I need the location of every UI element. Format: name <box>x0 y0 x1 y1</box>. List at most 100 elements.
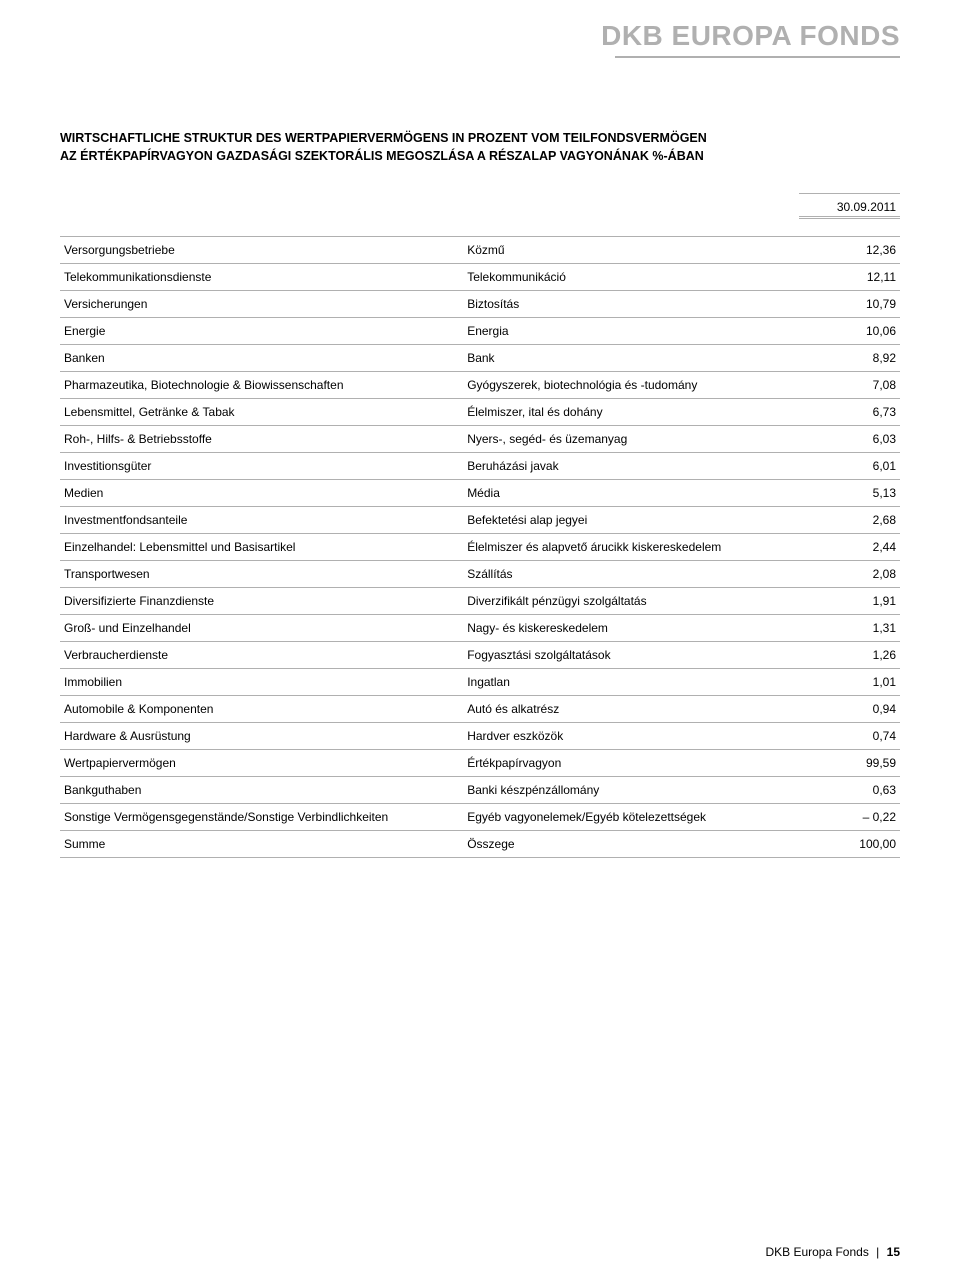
cell-hu: Bank <box>463 345 799 372</box>
table-row: MedienMédia5,13 <box>60 480 900 507</box>
cell-hu: Gyógyszerek, biotechnológia és -tudomány <box>463 372 799 399</box>
cell-de: Immobilien <box>60 669 463 696</box>
page-header: DKB EUROPA FONDS <box>601 20 900 58</box>
table-row: Automobile & KomponentenAutó és alkatrés… <box>60 696 900 723</box>
section-title-hu: AZ ÉRTÉKPAPÍRVAGYON GAZDASÁGI SZEKTORÁLI… <box>60 148 900 166</box>
cell-hu: Média <box>463 480 799 507</box>
cell-de: Versorgungsbetriebe <box>60 237 463 264</box>
cell-de: Wertpapiervermögen <box>60 750 463 777</box>
cell-de: Roh-, Hilfs- & Betriebsstoffe <box>60 426 463 453</box>
cell-value: 7,08 <box>799 372 900 399</box>
table-row: SummeÖsszege100,00 <box>60 831 900 858</box>
cell-de: Medien <box>60 480 463 507</box>
cell-value: 10,79 <box>799 291 900 318</box>
cell-de: Summe <box>60 831 463 858</box>
table-row: Groß- und EinzelhandelNagy- és kiskeresk… <box>60 615 900 642</box>
cell-value: 0,63 <box>799 777 900 804</box>
title-underline <box>615 56 900 58</box>
table-row: VerbraucherdiensteFogyasztási szolgáltat… <box>60 642 900 669</box>
cell-value: 1,26 <box>799 642 900 669</box>
content: WIRTSCHAFTLICHE STRUKTUR DES WERTPAPIERV… <box>60 130 900 858</box>
cell-de: Investitionsgüter <box>60 453 463 480</box>
table-row: InvestitionsgüterBeruházási javak6,01 <box>60 453 900 480</box>
page-footer: DKB Europa Fonds | 15 <box>765 1245 900 1259</box>
cell-hu: Telekommunikáció <box>463 264 799 291</box>
cell-hu: Energia <box>463 318 799 345</box>
cell-de: Einzelhandel: Lebensmittel und Basisarti… <box>60 534 463 561</box>
table-row: Sonstige Vermögensgegenstände/Sonstige V… <box>60 804 900 831</box>
cell-de: Pharmazeutika, Biotechnologie & Biowisse… <box>60 372 463 399</box>
cell-de: Investmentfondsanteile <box>60 507 463 534</box>
table-row: TelekommunikationsdiensteTelekommunikáci… <box>60 264 900 291</box>
cell-value: 8,92 <box>799 345 900 372</box>
cell-value: 99,59 <box>799 750 900 777</box>
footer-page-number: 15 <box>887 1245 900 1259</box>
table-row: Lebensmittel, Getränke & TabakÉlelmiszer… <box>60 399 900 426</box>
structure-table: 30.09.2011VersorgungsbetriebeKözmű12,36T… <box>60 193 900 858</box>
table-row: Einzelhandel: Lebensmittel und Basisarti… <box>60 534 900 561</box>
cell-de: Bankguthaben <box>60 777 463 804</box>
table-row: EnergieEnergia10,06 <box>60 318 900 345</box>
cell-value: 5,13 <box>799 480 900 507</box>
section-title: WIRTSCHAFTLICHE STRUKTUR DES WERTPAPIERV… <box>60 130 900 165</box>
cell-de: Sonstige Vermögensgegenstände/Sonstige V… <box>60 804 463 831</box>
cell-hu: Élelmiszer és alapvető árucikk kiskeresk… <box>463 534 799 561</box>
cell-de: Versicherungen <box>60 291 463 318</box>
cell-value: 12,36 <box>799 237 900 264</box>
cell-value: 2,68 <box>799 507 900 534</box>
table-row: VersicherungenBiztosítás10,79 <box>60 291 900 318</box>
cell-value: 100,00 <box>799 831 900 858</box>
cell-de: Diversifizierte Finanzdienste <box>60 588 463 615</box>
table-row: VersorgungsbetriebeKözmű12,36 <box>60 237 900 264</box>
cell-hu: Nyers-, segéd- és üzemanyag <box>463 426 799 453</box>
table-row: InvestmentfondsanteileBefektetési alap j… <box>60 507 900 534</box>
cell-hu: Ingatlan <box>463 669 799 696</box>
table-row: TransportwesenSzállítás2,08 <box>60 561 900 588</box>
cell-hu: Beruházási javak <box>463 453 799 480</box>
cell-hu: Fogyasztási szolgáltatások <box>463 642 799 669</box>
cell-hu: Diverzifikált pénzügyi szolgáltatás <box>463 588 799 615</box>
footer-separator: | <box>872 1245 883 1259</box>
cell-hu: Hardver eszközök <box>463 723 799 750</box>
cell-hu: Autó és alkatrész <box>463 696 799 723</box>
cell-hu: Összege <box>463 831 799 858</box>
cell-hu: Befektetési alap jegyei <box>463 507 799 534</box>
table-date: 30.09.2011 <box>799 194 900 217</box>
table-row: ImmobilienIngatlan1,01 <box>60 669 900 696</box>
table-row: Roh-, Hilfs- & BetriebsstoffeNyers-, seg… <box>60 426 900 453</box>
cell-de: Hardware & Ausrüstung <box>60 723 463 750</box>
cell-de: Lebensmittel, Getränke & Tabak <box>60 399 463 426</box>
cell-de: Energie <box>60 318 463 345</box>
cell-de: Banken <box>60 345 463 372</box>
cell-value: 1,01 <box>799 669 900 696</box>
cell-hu: Banki készpénzállomány <box>463 777 799 804</box>
cell-value: 12,11 <box>799 264 900 291</box>
cell-hu: Nagy- és kiskereskedelem <box>463 615 799 642</box>
cell-value: 1,31 <box>799 615 900 642</box>
cell-value: – 0,22 <box>799 804 900 831</box>
table-row: WertpapiervermögenÉrtékpapírvagyon99,59 <box>60 750 900 777</box>
cell-hu: Egyéb vagyonelemek/Egyéb kötelezettségek <box>463 804 799 831</box>
cell-value: 0,94 <box>799 696 900 723</box>
cell-hu: Szállítás <box>463 561 799 588</box>
cell-de: Groß- und Einzelhandel <box>60 615 463 642</box>
cell-value: 10,06 <box>799 318 900 345</box>
table-row: Hardware & AusrüstungHardver eszközök0,7… <box>60 723 900 750</box>
cell-value: 2,08 <box>799 561 900 588</box>
cell-de: Telekommunikationsdienste <box>60 264 463 291</box>
fund-title: DKB EUROPA FONDS <box>601 20 900 52</box>
table-row: BankenBank8,92 <box>60 345 900 372</box>
cell-hu: Értékpapírvagyon <box>463 750 799 777</box>
cell-value: 6,73 <box>799 399 900 426</box>
cell-value: 6,03 <box>799 426 900 453</box>
cell-de: Verbraucherdienste <box>60 642 463 669</box>
table-row: BankguthabenBanki készpénzállomány0,63 <box>60 777 900 804</box>
cell-value: 2,44 <box>799 534 900 561</box>
cell-value: 1,91 <box>799 588 900 615</box>
cell-de: Transportwesen <box>60 561 463 588</box>
table-row: Pharmazeutika, Biotechnologie & Biowisse… <box>60 372 900 399</box>
cell-value: 0,74 <box>799 723 900 750</box>
footer-label: DKB Europa Fonds <box>765 1245 868 1259</box>
cell-value: 6,01 <box>799 453 900 480</box>
table-row: Diversifizierte FinanzdiensteDiverzifiká… <box>60 588 900 615</box>
